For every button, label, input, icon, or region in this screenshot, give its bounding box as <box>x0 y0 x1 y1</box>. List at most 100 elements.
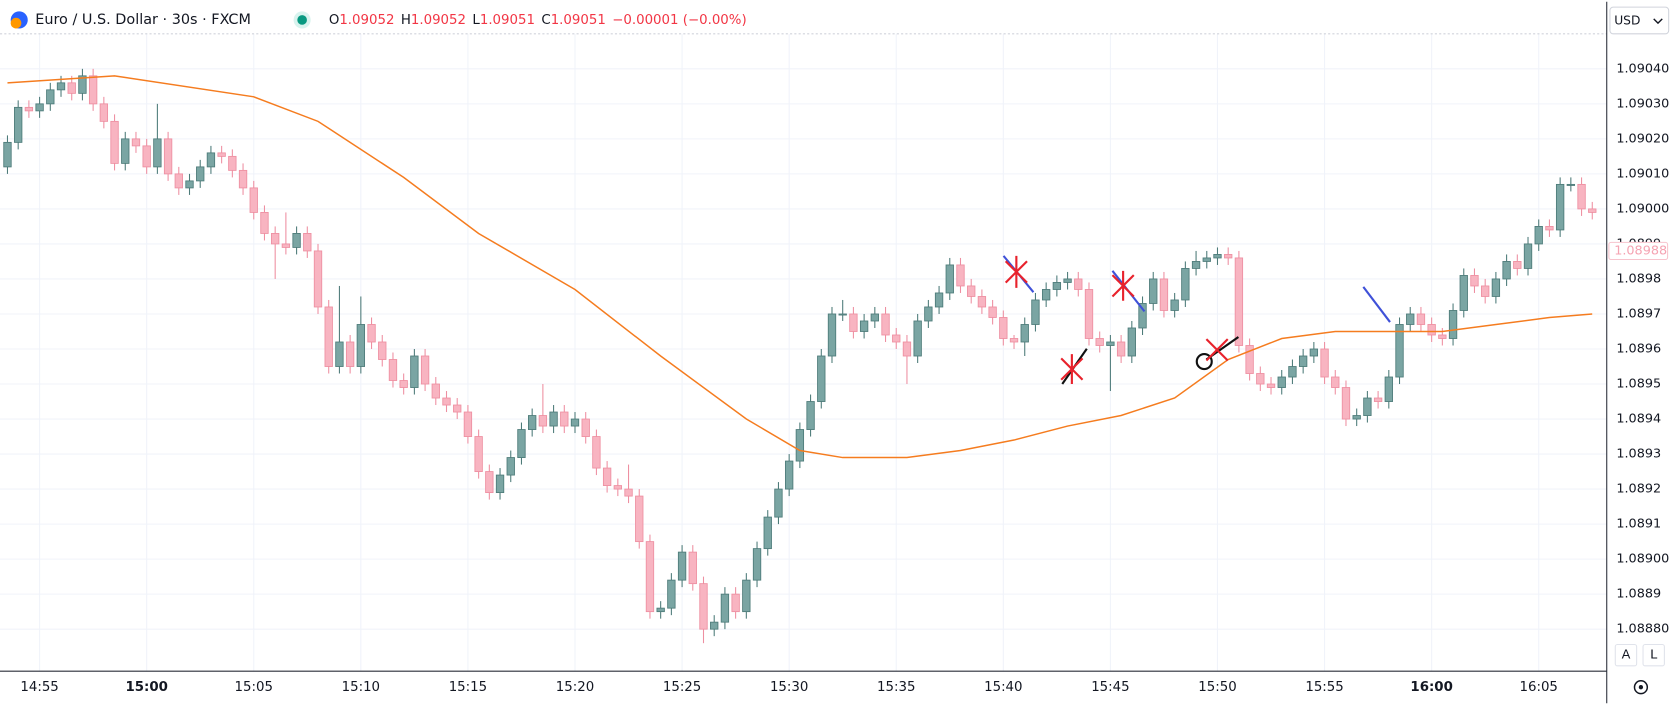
auto-scale-button[interactable] <box>1614 643 1638 667</box>
cross-mark <box>1205 338 1229 362</box>
change: −0.00001 (−0.00%) <box>612 13 746 28</box>
candle-body <box>378 341 387 360</box>
candle-body <box>988 306 997 318</box>
candle-body <box>1545 226 1554 231</box>
candle-body <box>1009 338 1019 343</box>
candle-body <box>1566 183 1576 186</box>
candle-body <box>613 485 622 490</box>
candle-body <box>163 138 173 175</box>
candle-body <box>1106 341 1115 346</box>
candle-body <box>1170 299 1179 311</box>
y-tick-label: 1.08880 <box>1616 622 1669 637</box>
candle-body <box>1191 261 1201 269</box>
candle-body <box>388 359 398 381</box>
candle-body <box>463 411 473 437</box>
candle-body <box>442 397 451 406</box>
currency-label[interactable]: USD <box>1614 14 1640 28</box>
y-tick-label: 1.09040 <box>1616 61 1669 76</box>
candle-body <box>495 474 505 494</box>
candle-body <box>1438 334 1447 339</box>
candle-body <box>196 166 205 182</box>
candle-body <box>292 233 301 248</box>
candle-body <box>142 145 151 168</box>
log-scale-label[interactable]: L <box>1650 648 1658 663</box>
y-tick-label: 1.0893 <box>1616 447 1661 462</box>
candle-body <box>1041 289 1051 301</box>
log-scale-button[interactable] <box>1642 643 1665 667</box>
candle-body <box>420 355 430 385</box>
symbol-icon-part <box>10 17 22 29</box>
candle-body <box>870 313 879 322</box>
ohlc-key: H <box>401 13 411 28</box>
drawings <box>1002 255 1391 385</box>
candle-body <box>635 495 644 543</box>
currency-select[interactable] <box>1609 6 1670 35</box>
candle-body <box>1416 313 1426 325</box>
candle-body <box>1373 397 1383 402</box>
candle-body <box>1277 376 1286 388</box>
x-tick-label: 14:55 <box>20 680 58 695</box>
candle-body <box>399 380 408 388</box>
candle-body <box>1331 376 1340 388</box>
candle-body <box>1149 278 1158 304</box>
candle-body <box>549 411 558 427</box>
x-tick-label: 15:55 <box>1305 680 1343 695</box>
candle-body <box>24 106 34 112</box>
candle-body <box>324 306 333 367</box>
candle-body <box>121 138 130 164</box>
candle-body <box>1459 275 1468 311</box>
candle-body <box>570 418 580 427</box>
y-tick-label: 1.0889 <box>1616 587 1661 602</box>
cross-mark <box>1111 270 1135 301</box>
candle-body <box>656 607 665 613</box>
candle-body <box>1245 345 1254 374</box>
candle-body <box>1470 275 1479 287</box>
auto-scale-label[interactable]: A <box>1622 648 1631 663</box>
candle-body <box>1159 278 1169 311</box>
x-tick-label: 15:05 <box>235 680 273 695</box>
candle-body <box>1320 348 1329 378</box>
candle-body <box>528 415 537 430</box>
candle-body <box>431 383 440 399</box>
candle-body <box>881 313 890 336</box>
settings-button-center[interactable] <box>1638 685 1644 690</box>
candle-body <box>345 341 355 367</box>
candle-body <box>1266 383 1276 388</box>
x-tick-label: 15:50 <box>1198 680 1236 695</box>
candle-body <box>699 583 708 630</box>
candle-body <box>720 593 730 623</box>
candle-body <box>1534 226 1543 245</box>
candle-body <box>774 488 783 518</box>
x-tick-label: 15:15 <box>449 680 487 695</box>
candle-body <box>977 296 987 308</box>
candle-body <box>924 306 933 322</box>
candle-body <box>849 313 858 332</box>
candle-body <box>1481 285 1490 297</box>
x-tick-label: 16:00 <box>1410 680 1452 695</box>
candle-body <box>46 89 55 105</box>
ohlc-value: 1.09052 <box>411 13 466 28</box>
candle-body <box>1288 366 1297 378</box>
candle-body <box>1513 261 1522 269</box>
ohlc-key: C <box>541 13 550 28</box>
candle-body <box>999 317 1008 339</box>
candle-body <box>485 471 494 494</box>
dropdown-arrow[interactable] <box>1653 18 1663 25</box>
ohlc-key: L <box>472 13 480 28</box>
candle-body <box>581 418 590 437</box>
candle-body <box>131 138 141 147</box>
candle-body <box>1309 348 1319 357</box>
settings-button[interactable] <box>1633 680 1649 695</box>
candle-body <box>517 429 526 458</box>
candle-body <box>474 436 483 472</box>
candle-body <box>710 621 719 630</box>
candle-body <box>902 341 912 357</box>
candle-body <box>1224 254 1233 259</box>
last-price-label: 1.08988 <box>1614 243 1667 258</box>
candle-body <box>281 243 291 248</box>
candle-body <box>335 341 344 367</box>
x-tick-label: 15:45 <box>1091 680 1129 695</box>
candle-body <box>817 355 826 402</box>
candle-body <box>592 436 601 469</box>
